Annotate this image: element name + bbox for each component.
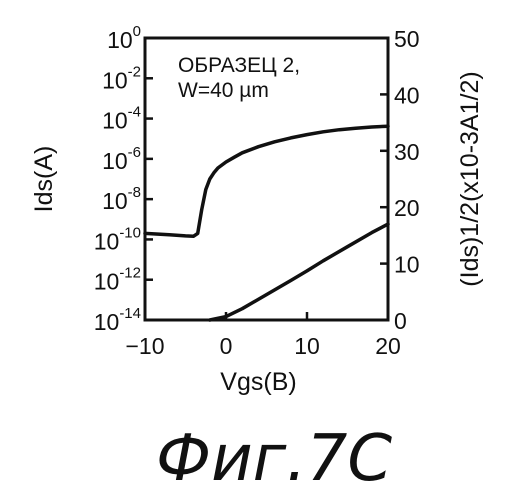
left-tick-label: 10-6 [102,144,141,174]
x-tick-label: 20 [375,333,401,359]
right-tick-label: 50 [394,26,420,52]
annotation-line: ОБРАЗЕЦ 2, [178,54,300,77]
left-tick-exponent: -2 [128,63,141,80]
right-axis-label: (Ids)1/2(x10-3A1/2) [456,71,484,286]
x-tick-label: 0 [220,333,233,359]
left-tick-label: 10-8 [102,184,141,214]
left-tick-label: 10-10 [94,224,141,254]
left-tick-exponent: -4 [128,104,141,121]
right-tick-label: 30 [394,139,420,165]
x-tick-label: 10 [294,333,320,359]
left-axis-label: Ids(A) [30,146,58,213]
series-group [145,126,388,320]
left-tick-label: 10-4 [102,104,141,134]
series-ids-log-line [145,126,388,236]
x-axis-label: Vgs(В) [220,368,296,396]
x-axis-unit-close-paren: ) [288,368,296,396]
right-tick-label: 0 [394,308,407,334]
left-tick-label: 10-14 [94,305,141,335]
annotation-line: W=40 µm [178,79,269,102]
left-tick-exponent: -14 [119,305,141,322]
x-axis-label-name: Vgs [220,368,263,396]
figure-caption: Фиг.7С [156,422,392,496]
x-axis-unit: В [272,368,289,396]
left-tick-label: 100 [107,23,141,53]
left-tick-exponent: -12 [119,265,141,282]
series-sqrt-ids-line [210,224,388,320]
right-axis-ticks: 0 10 20 30 40 50 [380,26,420,334]
left-tick-exponent: -8 [128,184,141,201]
left-tick-exponent: -6 [128,144,141,161]
x-tick-label: −10 [125,333,164,359]
left-tick-exponent: -10 [119,224,141,241]
right-tick-label: 20 [394,195,420,221]
left-tick-exponent: 0 [133,23,141,40]
left-tick-label: 10-12 [94,265,141,295]
right-tick-label: 40 [394,82,420,108]
right-tick-label: 10 [394,252,420,278]
left-tick-label: 10-2 [102,63,141,93]
